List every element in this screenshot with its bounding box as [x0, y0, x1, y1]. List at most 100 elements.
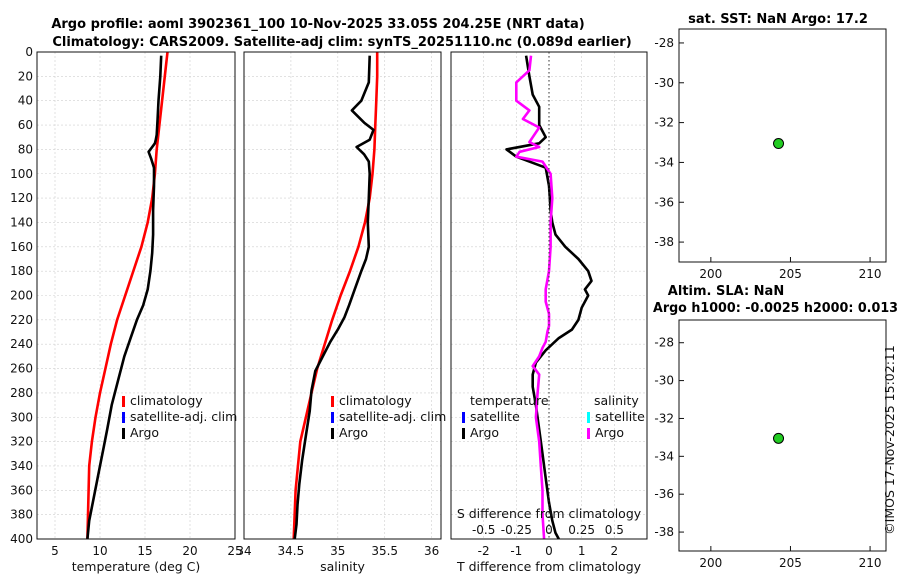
depth-tick-label: 340	[10, 459, 33, 473]
top-axis-tick-label: -0.5	[472, 523, 495, 537]
sla_map-x-tick-label: 200	[699, 556, 722, 570]
sst-map-panel: -38 -36 -34 -32 -30 -28 200 205 210 sat. SST: NaN…	[654, 12, 887, 281]
depth-tick-label: 300	[10, 410, 33, 424]
sst_map-argo-position-marker	[773, 138, 785, 150]
depth-tick-label: 400	[10, 532, 33, 546]
salinity-legend-swatch	[331, 412, 334, 423]
temperature-axes-frame	[36, 51, 236, 540]
difference-series-s-diff-argo	[514, 55, 554, 540]
salinity-x-tick-label: 34.5	[278, 544, 305, 558]
sla_map-argo-position-marker	[773, 432, 785, 444]
temperature-legend-label: Argo	[130, 425, 159, 440]
salinity-legend-label: climatology	[339, 393, 412, 408]
depth-tick-label: 80	[18, 142, 33, 156]
depth-tick-label: 0	[25, 45, 33, 59]
sst-map-title: sat. SST: NaN Argo: 17.2	[688, 12, 868, 27]
depth-tick-label: 20	[18, 69, 33, 83]
sla_map-y-tick-label: -34	[654, 449, 674, 463]
depth-tick-label: 260	[10, 362, 33, 376]
sla_map-axes-frame	[678, 319, 887, 552]
difference-x-tick-label: -1	[510, 544, 522, 558]
salinity-x-tick-label: 35.5	[371, 544, 398, 558]
temperature-legend-swatch	[122, 396, 125, 407]
temperature-series-argo	[86, 55, 163, 540]
salinity-panel: 34 34.5 35 35.5 36 salinity climatologysatelli…	[236, 51, 446, 574]
depth-tick-label: 280	[10, 386, 33, 400]
sst_map-x-tick-label: 210	[859, 267, 882, 281]
sst_map-x-tick-label: 205	[779, 267, 802, 281]
imos-watermark: ©IMOS 17-Nov-2025 15:02:11	[882, 345, 897, 535]
depth-tick-label: 140	[10, 215, 33, 229]
temperature-legend-swatch	[122, 412, 125, 423]
sst_map-y-tick-label: -36	[654, 195, 674, 209]
depth-tick-label: 360	[10, 483, 33, 497]
sla_map-y-tick-label: -30	[654, 374, 674, 388]
figure-title-line2: Climatology: CARS2009. Satellite-adj cli…	[52, 35, 631, 50]
salinity-x-tick-label: 34	[236, 544, 251, 558]
difference-x-tick-label: 2	[611, 544, 619, 558]
salinity-x-axis-label: salinity	[320, 559, 365, 574]
top-axis-tick-label: -0.25	[501, 523, 532, 537]
salinity-legend-label: satellite-adj. clim	[339, 409, 446, 424]
top-axis-tick-label: 0	[545, 523, 553, 537]
difference-temp-legend-swatch	[462, 428, 465, 439]
depth-tick-label: 40	[18, 94, 33, 108]
depth-tick-label: 100	[10, 167, 33, 181]
top-axis-tick-label: 0.25	[568, 523, 595, 537]
temperature-x-tick-label: 25	[227, 544, 242, 558]
top-axis-label: S difference from climatology	[457, 506, 642, 521]
salinity-legend-swatch	[331, 396, 334, 407]
difference-sal-legend-label: satellite	[595, 409, 645, 424]
figure-title-line1: Argo profile: aoml 3902361_100 10-Nov-20…	[51, 17, 584, 32]
salinity-legend-label: Argo	[339, 425, 368, 440]
depth-tick-label: 120	[10, 191, 33, 205]
temperature-legend-label: climatology	[130, 393, 203, 408]
difference-x-tick-label: -2	[478, 544, 490, 558]
salinity-axes-frame	[243, 51, 442, 540]
salinity-x-tick-label: 35	[330, 544, 345, 558]
salinity-series-argo	[293, 55, 375, 540]
sla_map-x-tick-label: 205	[779, 556, 802, 570]
difference-temp-legend-label: Argo	[470, 425, 499, 440]
depth-tick-label: 240	[10, 337, 33, 351]
temperature-x-tick-label: 15	[137, 544, 152, 558]
temperature-x-tick-label: 20	[182, 544, 197, 558]
difference-x-tick-label: 1	[578, 544, 586, 558]
temperature-legend-label: satellite-adj. clim	[130, 409, 237, 424]
temperature-panel: 0 20 40 60 80 100 120 140 160 180 200 220 240 260 280 3…	[10, 45, 243, 574]
sla_map-x-tick-label: 210	[859, 556, 882, 570]
depth-tick-label: 320	[10, 435, 33, 449]
sst_map-x-tick-label: 200	[699, 267, 722, 281]
difference-series-t-diff-argo	[505, 55, 593, 540]
temperature-x-axis-label: temperature (deg C)	[72, 559, 201, 574]
temperature-legend-heading: temperature	[470, 393, 549, 408]
depth-tick-label: 180	[10, 264, 33, 278]
difference-sal-legend-label: Argo	[595, 425, 624, 440]
sst_map-y-tick-label: -30	[654, 76, 674, 90]
sst_map-y-tick-label: -32	[654, 116, 674, 130]
depth-tick-label: 380	[10, 508, 33, 522]
sst_map-axes-frame	[678, 28, 887, 263]
difference-sal-legend-swatch	[587, 428, 590, 439]
sst_map-y-tick-label: -34	[654, 155, 674, 169]
temperature-series-climatology	[86, 51, 169, 540]
salinity-x-tick-label: 36	[424, 544, 439, 558]
sla_map-y-tick-label: -28	[654, 336, 674, 350]
difference-x-tick-label: 0	[545, 544, 553, 558]
sla_map-y-tick-label: -32	[654, 411, 674, 425]
difference-sal-legend-swatch	[587, 412, 590, 423]
sst_map-y-tick-label: -28	[654, 36, 674, 50]
temperature-x-tick-label: 5	[51, 544, 59, 558]
top-axis-tick-label: 0.5	[605, 523, 624, 537]
depth-tick-label: 200	[10, 289, 33, 303]
sla_map-y-tick-label: -36	[654, 487, 674, 501]
difference-x-axis-label: T difference from climatology	[456, 559, 642, 574]
sst_map-y-tick-label: -38	[654, 235, 674, 249]
temperature-legend-swatch	[122, 428, 125, 439]
depth-tick-label: 160	[10, 240, 33, 254]
sla-map-title-line1: Altim. SLA: NaN	[668, 284, 784, 299]
difference-temp-legend-swatch	[462, 412, 465, 423]
salinity-legend-heading: salinity	[594, 393, 639, 408]
difference-temp-legend-label: satellite	[470, 409, 520, 424]
